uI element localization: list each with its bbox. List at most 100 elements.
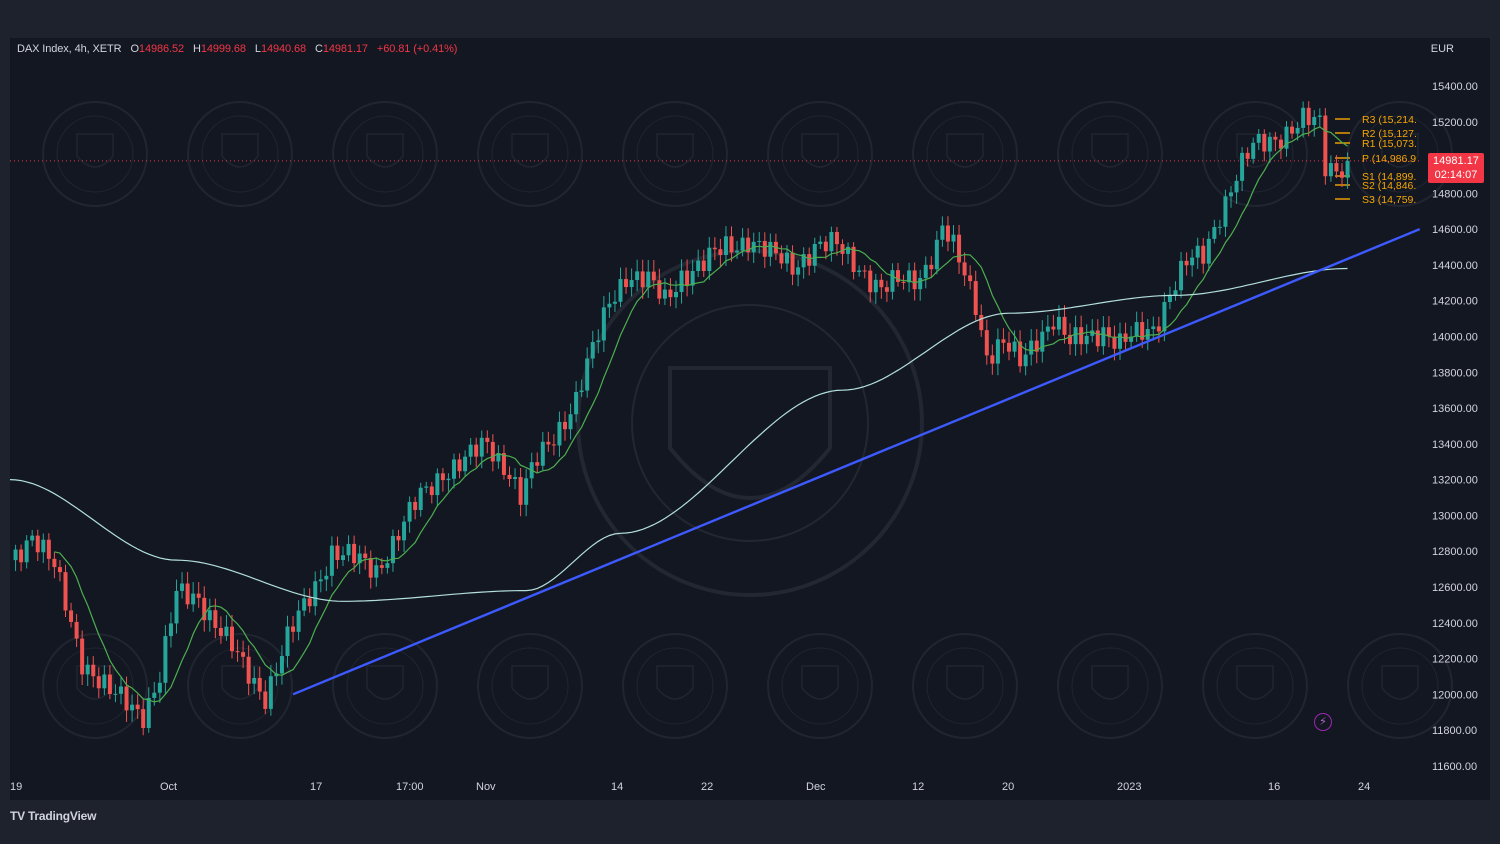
candle-body — [1123, 333, 1128, 342]
candle-body — [907, 270, 912, 283]
candle-body — [1262, 133, 1267, 152]
currency-label[interactable]: EUR — [1430, 43, 1454, 55]
candle-body — [279, 656, 284, 674]
candle — [679, 259, 684, 304]
candle — [1229, 185, 1233, 208]
candle — [1217, 219, 1222, 235]
x-axis-tick: 20 — [1002, 781, 1014, 793]
watermark-shield — [946, 665, 984, 700]
candle — [429, 481, 434, 504]
candle — [812, 237, 817, 273]
candle-body — [868, 270, 873, 293]
candle-body — [463, 456, 468, 472]
price-chart[interactable]: R3 (15,214. R2 (15,127.R1 (15,073. P (14,9… — [10, 38, 1490, 800]
watermark-ring — [201, 115, 279, 193]
candle — [374, 557, 379, 587]
candle — [363, 545, 368, 570]
lightning-icon[interactable]: ⚡ — [1314, 713, 1332, 731]
candle — [19, 544, 24, 572]
candle-body — [1129, 336, 1134, 342]
candle-body — [291, 626, 296, 632]
candle — [80, 630, 85, 685]
candle — [41, 533, 46, 564]
chart-panel[interactable]: R3 (15,214. R2 (15,127. R1 (15,073. P (14,9… — [10, 38, 1490, 800]
candle — [796, 260, 801, 287]
candle — [180, 572, 185, 599]
candle-body — [568, 414, 573, 430]
watermark-badge — [332, 101, 438, 207]
candle — [540, 431, 545, 471]
candle-body — [1245, 152, 1250, 159]
candle-body — [701, 260, 706, 272]
candle — [1245, 147, 1250, 167]
watermark-shield — [1236, 133, 1274, 168]
pivot-label: R2 (15,127. — [1362, 128, 1417, 140]
close-value: 14981.17 — [322, 43, 368, 55]
candle-body — [1206, 238, 1211, 264]
candle-body — [230, 626, 234, 652]
candle-body — [912, 270, 917, 290]
watermark-ring — [1071, 647, 1149, 725]
candle — [207, 598, 212, 632]
candle-body — [640, 271, 645, 288]
candle — [1056, 305, 1061, 336]
candle — [279, 645, 284, 685]
watermark-ring — [622, 633, 728, 739]
candle — [579, 379, 584, 397]
candle — [341, 546, 345, 566]
candle-body — [74, 621, 79, 639]
candle-body — [696, 260, 701, 271]
candle-body — [840, 244, 845, 254]
y-axis-tick: 13800.00 — [1432, 367, 1478, 379]
candle — [1328, 155, 1333, 182]
candle-body — [1167, 295, 1172, 302]
candle — [629, 268, 634, 297]
candle-body — [507, 474, 512, 479]
candle — [596, 329, 601, 354]
candle-body — [1101, 327, 1106, 347]
candle — [823, 235, 828, 260]
candle — [474, 437, 479, 467]
candle-body — [934, 239, 939, 270]
candle-body — [662, 289, 667, 299]
candle — [1290, 120, 1295, 139]
candle — [390, 529, 395, 572]
candle — [918, 269, 923, 301]
candle-body — [524, 478, 529, 505]
candle-body — [96, 676, 101, 689]
candle-body — [490, 441, 495, 462]
open-value: 14986.52 — [138, 43, 185, 55]
candle-body — [890, 270, 895, 292]
x-axis-tick: Dec — [806, 781, 826, 793]
candle — [307, 588, 312, 613]
candle-body — [757, 240, 762, 242]
candle-body — [984, 330, 989, 356]
pivot-label: R3 (15,214. — [1362, 114, 1417, 126]
watermark-shield — [801, 133, 839, 168]
candle-body — [790, 252, 795, 275]
candle-body — [629, 280, 634, 288]
candle-body — [646, 271, 651, 288]
watermark-badge — [1057, 101, 1163, 207]
candle — [407, 496, 412, 533]
candle-body — [246, 656, 251, 684]
candle-body — [601, 307, 606, 341]
watermark-ring — [491, 115, 569, 193]
x-axis-tick: Oct — [160, 781, 177, 793]
candle — [685, 259, 690, 297]
y-axis-tick: 12600.00 — [1432, 582, 1478, 594]
candle-body — [535, 462, 540, 466]
candle — [862, 265, 867, 279]
candle — [1190, 249, 1195, 277]
candle-body — [119, 686, 123, 694]
candle-body — [107, 674, 112, 695]
candle — [1068, 323, 1073, 355]
candle — [1173, 281, 1178, 301]
candle — [624, 267, 629, 294]
candle-body — [823, 241, 828, 252]
candle-body — [113, 693, 118, 695]
candle — [668, 278, 673, 307]
candle — [224, 615, 229, 641]
candle-body — [368, 557, 373, 578]
candle — [1251, 137, 1256, 164]
